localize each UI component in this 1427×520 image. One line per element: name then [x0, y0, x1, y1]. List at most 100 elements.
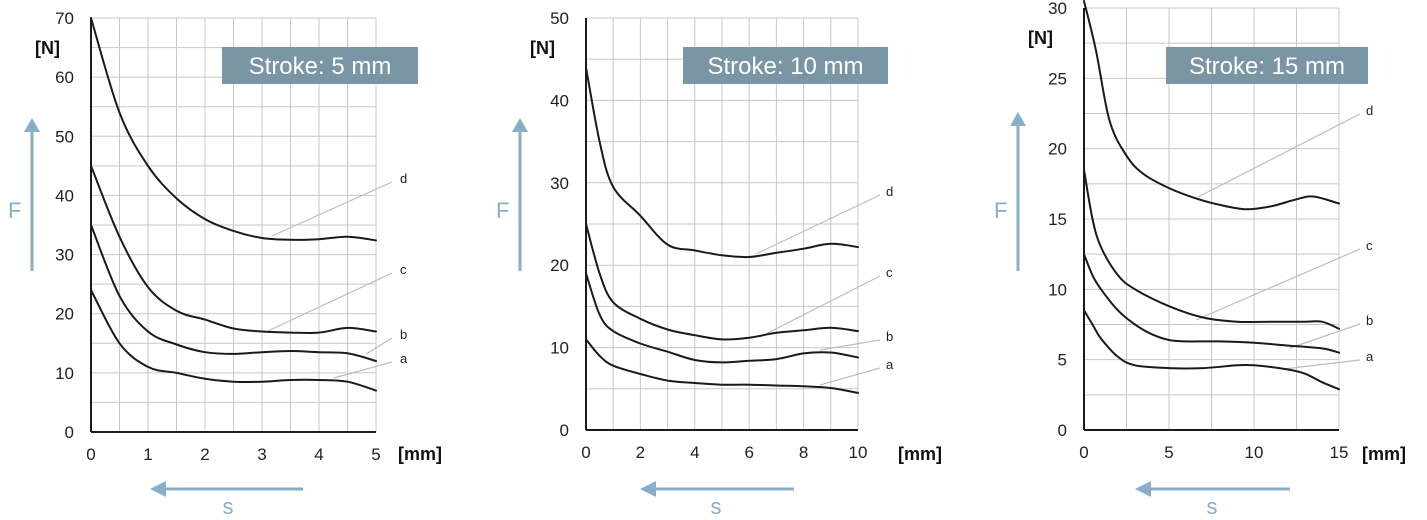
- chart-title: Stroke: 5 mm: [249, 53, 392, 80]
- y-axis-unit: [N]: [530, 38, 555, 58]
- leader-line-b: [1289, 323, 1361, 349]
- x-tick-label: 10: [849, 443, 868, 462]
- y-tick-label: 20: [1048, 140, 1067, 159]
- x-tick-label: 10: [1245, 443, 1264, 462]
- travel-arrow-head-icon: [640, 481, 656, 497]
- series-label-a: a: [1366, 349, 1374, 364]
- series-line-c: [90, 164, 377, 335]
- y-axis-unit: [N]: [1028, 28, 1053, 48]
- x-axis-unit: [mm]: [1362, 444, 1406, 464]
- series-label-a: a: [400, 351, 408, 366]
- y-tick-label: 0: [560, 421, 569, 440]
- series-label-b: b: [400, 327, 407, 342]
- series-label-b: b: [886, 329, 893, 344]
- travel-label: s: [1207, 494, 1218, 519]
- y-tick-label: 15: [1048, 210, 1067, 229]
- leader-line-b: [819, 339, 881, 351]
- y-tick-label: 70: [55, 9, 74, 28]
- force-label: F: [496, 198, 509, 223]
- x-tick-label: 5: [371, 445, 380, 464]
- series-line-d: [585, 66, 859, 259]
- x-axis-unit: [mm]: [398, 444, 442, 464]
- stroke-badge: Stroke: 5 mm: [222, 47, 418, 84]
- series-label-d: d: [886, 184, 893, 199]
- leader-line-b: [365, 337, 393, 355]
- x-tick-label: 0: [581, 443, 590, 462]
- y-tick-label: 20: [55, 305, 74, 324]
- force-arrow-head-icon: [24, 118, 40, 132]
- force-arrow-head-icon: [512, 118, 528, 132]
- chart-title: Stroke: 15 mm: [1189, 53, 1345, 80]
- series-line-b: [585, 272, 859, 364]
- leader-line-a: [1283, 359, 1361, 370]
- chart-panel-1: 0 10 20 30 40 50 60 70 0 1 2 3 4 5 [N] [mm] d c ba Stroke: …: [8, 9, 442, 519]
- series-line-a: [585, 338, 859, 394]
- series-label-a: a: [886, 357, 894, 372]
- x-tick-label: 0: [86, 445, 95, 464]
- series-line-c: [585, 223, 859, 341]
- force-arrow-head-icon: [1010, 112, 1026, 126]
- x-tick-label: 2: [636, 443, 645, 462]
- y-tick-label: 30: [1048, 0, 1067, 18]
- y-tick-label: 30: [550, 174, 569, 193]
- y-tick-label: 0: [1058, 421, 1067, 440]
- series-label-c: c: [1366, 238, 1373, 253]
- leader-line-c: [759, 275, 881, 338]
- series-label-d: d: [1366, 103, 1373, 118]
- y-tick-label: 20: [550, 256, 569, 275]
- y-tick-label: 0: [65, 423, 74, 442]
- x-tick-label: 3: [257, 445, 266, 464]
- series-label-c: c: [886, 265, 893, 280]
- series-label-c: c: [400, 262, 407, 277]
- travel-arrow-head-icon: [150, 481, 166, 497]
- x-tick-label: 4: [314, 445, 323, 464]
- y-tick-label: 10: [1048, 280, 1067, 299]
- y-axis-unit: [N]: [35, 38, 60, 58]
- stroke-badge-background: [222, 47, 418, 84]
- series-line-a: [90, 289, 377, 392]
- travel-arrow-head-icon: [1135, 481, 1151, 497]
- leader-line-d: [755, 194, 881, 255]
- travel-label: s: [711, 494, 722, 519]
- force-label: F: [8, 198, 21, 223]
- y-tick-label: 60: [55, 68, 74, 87]
- y-tick-label: 25: [1048, 69, 1067, 88]
- series-line-c: [1083, 168, 1340, 330]
- series-line-b: [90, 224, 377, 362]
- x-tick-label: 4: [690, 443, 699, 462]
- chart-panel-2: 0 10 20 30 40 50 0 2 4 6 8 10 [N] [mm] d c ba Stroke: 10 …: [496, 9, 942, 519]
- stroke-badge: Stroke: 15 mm: [1166, 47, 1368, 84]
- chart-title: Stroke: 10 mm: [707, 53, 863, 80]
- y-tick-label: 40: [55, 186, 74, 205]
- leader-line-a: [819, 367, 881, 386]
- x-tick-label: 15: [1330, 443, 1349, 462]
- x-tick-label: 6: [744, 443, 753, 462]
- leader-line-c: [267, 272, 393, 332]
- y-tick-label: 50: [550, 9, 569, 28]
- x-tick-label: 8: [799, 443, 808, 462]
- series-line-d: [90, 17, 377, 242]
- y-tick-label: 50: [55, 127, 74, 146]
- series-line-b: [1083, 253, 1340, 354]
- y-tick-label: 5: [1058, 351, 1067, 370]
- chart-panel-3: 0 5 10 15 20 25 30 0 5 10 15 [N] [mm] d c b a Stroke: 15 …: [994, 0, 1406, 519]
- series-label-b: b: [1366, 313, 1373, 328]
- series-line-d: [1083, 0, 1340, 211]
- y-tick-label: 30: [55, 246, 74, 265]
- leader-line-d: [271, 181, 393, 237]
- y-tick-label: 40: [550, 91, 569, 110]
- series-label-d: d: [400, 171, 407, 186]
- x-axis-unit: [mm]: [898, 444, 942, 464]
- x-tick-label: 1: [143, 445, 152, 464]
- x-tick-label: 5: [1164, 443, 1173, 462]
- y-tick-label: 10: [550, 339, 569, 358]
- y-tick-label: 10: [55, 364, 74, 383]
- leader-line-c: [1195, 248, 1361, 321]
- force-label: F: [994, 198, 1007, 223]
- stroke-badge-background: [1166, 47, 1368, 84]
- x-tick-label: 0: [1079, 443, 1088, 462]
- travel-label: s: [223, 494, 234, 519]
- x-tick-label: 2: [200, 445, 209, 464]
- stroke-badge-background: [683, 47, 888, 84]
- stroke-badge: Stroke: 10 mm: [683, 47, 888, 84]
